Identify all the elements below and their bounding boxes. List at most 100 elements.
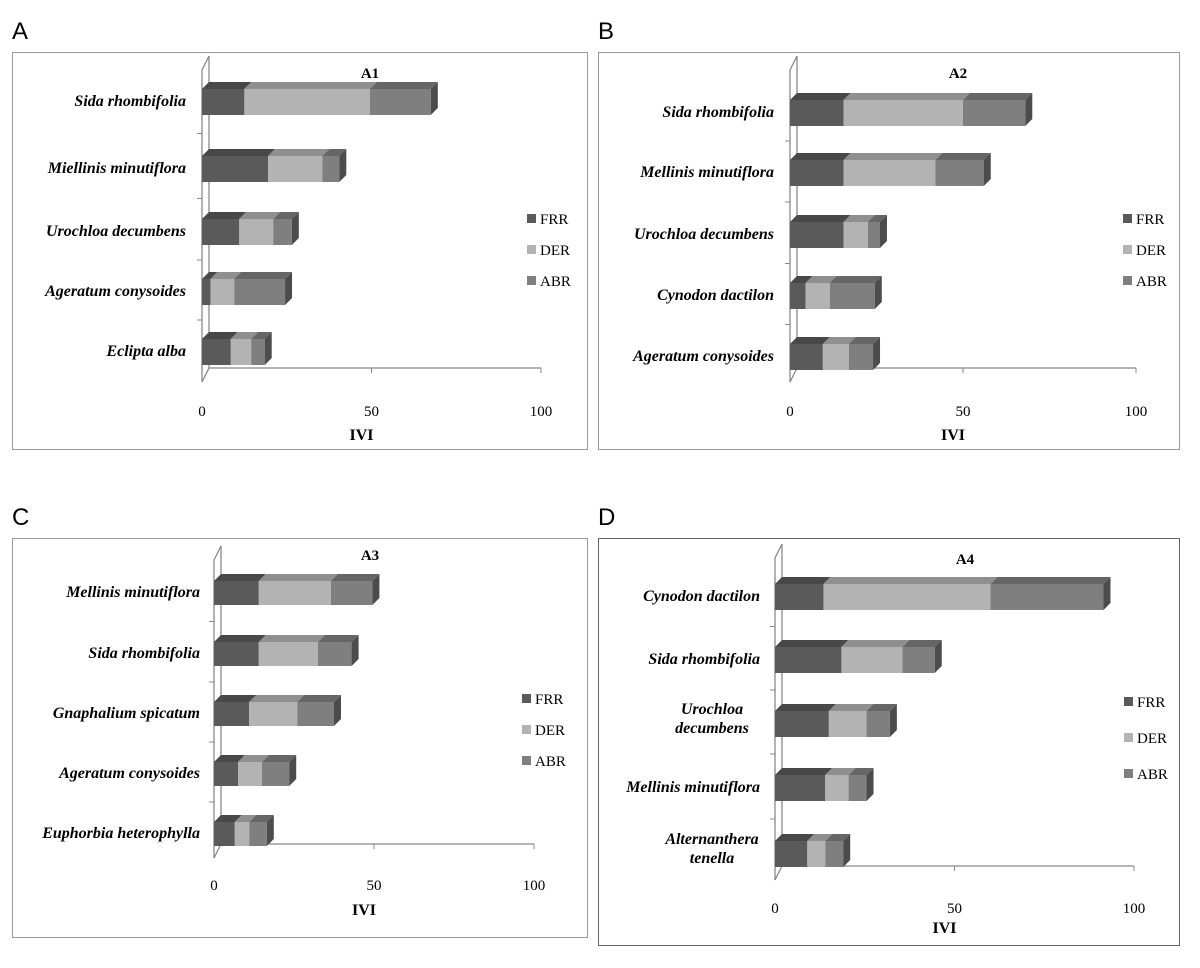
y-axis-depth	[201, 55, 210, 71]
bar-top-frr	[202, 272, 218, 279]
bar-top-frr	[790, 93, 851, 100]
bar-top-frr	[790, 337, 830, 344]
bar-segment-frr	[775, 647, 842, 673]
floor-depth	[201, 367, 210, 383]
bar-top-abr	[848, 768, 874, 775]
chart-a1: 0 50 100 IVI A1 Sida rhombifolia Miellinis min…	[44, 55, 571, 444]
bar-top-der	[234, 815, 257, 822]
bar-segment-abr	[297, 702, 334, 726]
category-label: Ageratum conysoides	[58, 765, 200, 782]
bar-segment-frr	[214, 642, 259, 666]
bar-top-der	[828, 704, 874, 711]
bar-segment-frr	[214, 822, 235, 846]
bar-top-abr	[825, 834, 851, 841]
legend-label-abr: ABR	[1137, 767, 1168, 783]
bar-side	[873, 337, 881, 370]
bar-top-abr	[273, 212, 299, 219]
x-axis-title: IVI	[352, 902, 376, 919]
panel-letter-b: B	[598, 18, 615, 45]
legend-label-der: DER	[1137, 731, 1167, 747]
bar-top-frr	[214, 635, 266, 642]
bar-segment-abr	[825, 841, 844, 867]
bar-top-der	[210, 272, 242, 279]
legend-swatch-frr	[522, 694, 531, 703]
bar-top-frr	[790, 276, 813, 283]
bar-side	[291, 212, 299, 245]
bar-segment-abr	[990, 584, 1104, 610]
bar-top-frr	[214, 574, 266, 581]
category-label: Urochloa decumbens	[675, 701, 749, 737]
bar-segment-abr	[369, 89, 431, 115]
chart-title: A1	[361, 66, 379, 82]
category-label: Mellinis minutiflora	[65, 584, 200, 601]
legend-swatch-abr	[1124, 769, 1133, 778]
bar-segment-der	[249, 702, 298, 726]
bar-top-frr	[775, 768, 833, 775]
x-tick-label: 50	[956, 404, 971, 420]
chart-frame-a4	[598, 538, 1180, 946]
x-tick-label: 100	[530, 404, 553, 420]
chart-title: A3	[361, 548, 379, 564]
bar-segment-frr	[775, 775, 826, 801]
bar-top-abr	[369, 82, 438, 89]
bar-top-abr	[234, 272, 293, 279]
bar-top-der	[843, 215, 875, 222]
bar-top-frr	[202, 332, 238, 339]
bar-side	[983, 153, 991, 186]
legend-swatch-frr	[1124, 697, 1133, 706]
category-label: Mellinis minutiflora	[639, 164, 774, 181]
category-label: Gnaphalium spicatum	[53, 705, 200, 722]
chart-a3: 0 50 100 IVI A3 Mellinis minutiflora Sida rhom…	[41, 545, 566, 919]
y-axis-depth	[774, 543, 783, 559]
bar-segment-frr	[202, 339, 231, 365]
category-label: Urochloa decumbens	[634, 226, 774, 243]
bar-top-der	[268, 149, 330, 156]
bar-top-abr	[249, 815, 274, 822]
bar-side	[430, 82, 438, 115]
bar-top-abr	[330, 574, 380, 581]
legend-label-frr: FRR	[1136, 212, 1164, 228]
bar-side	[879, 215, 887, 248]
bar-top-frr	[790, 215, 851, 222]
bar-top-frr	[790, 153, 851, 160]
legend-swatch-abr	[522, 756, 531, 765]
bar-segment-der	[822, 344, 849, 370]
legend-swatch-der	[1123, 245, 1132, 254]
bar-segment-abr	[902, 647, 935, 673]
bar-segment-abr	[935, 160, 984, 186]
bar-top-abr	[963, 93, 1033, 100]
chart-frame-a2	[598, 52, 1180, 450]
bar-top-der	[805, 276, 837, 283]
category-label: Cynodon dactilon	[657, 287, 774, 304]
legend-swatch-der	[1124, 733, 1133, 742]
floor-depth	[774, 865, 783, 881]
category-label: Ageratum conysoides	[632, 348, 774, 365]
category-label: Miellinis minutiflora	[47, 160, 186, 177]
legend-label-abr: ABR	[1136, 274, 1167, 290]
category-label-line: Alternanthera	[664, 831, 758, 848]
bar-side	[889, 704, 897, 737]
bar-side	[351, 635, 359, 666]
bar-segment-der	[828, 711, 867, 737]
bar-segment-frr	[202, 219, 240, 245]
bar-top-der	[822, 337, 856, 344]
floor-depth	[789, 367, 798, 383]
legend-label-abr: ABR	[535, 754, 566, 770]
bar-segment-frr	[790, 222, 844, 248]
bar-top-abr	[902, 640, 942, 647]
bar-top-abr	[866, 704, 897, 711]
legend-label-der: DER	[540, 243, 570, 259]
legend-swatch-abr	[1123, 276, 1132, 285]
x-tick-label: 50	[947, 901, 962, 917]
panel-letter-a: A	[12, 18, 29, 45]
legend-label-abr: ABR	[540, 274, 571, 290]
bar-top-abr	[867, 215, 887, 222]
bar-segment-der	[805, 283, 830, 309]
bar-segment-abr	[273, 219, 292, 245]
category-label-line: decumbens	[675, 720, 749, 737]
bar-segment-frr	[790, 100, 844, 126]
bar-segment-frr	[214, 702, 250, 726]
category-label: Alternanthera tenella	[664, 831, 758, 867]
chart-a4: 0 50 100 IVI A4 Cynodon dactilon Sida rhombifo…	[625, 543, 1168, 937]
